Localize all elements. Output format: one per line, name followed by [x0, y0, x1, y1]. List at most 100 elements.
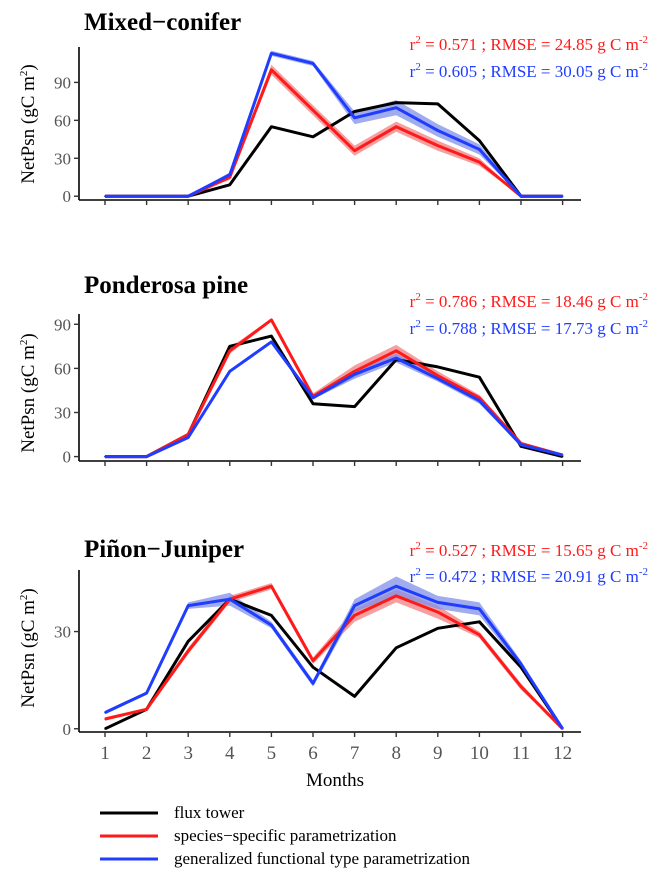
- data-point-flux: [270, 125, 273, 128]
- data-point-flux: [395, 101, 398, 104]
- data-point-generalized: [229, 598, 231, 600]
- x-tick-label: 11: [512, 743, 530, 764]
- panel-title: Ponderosa pine: [84, 272, 248, 299]
- data-point-species: [395, 595, 398, 597]
- panel-title: Piñon−Juniper: [84, 536, 244, 563]
- x-tick-label: 4: [225, 743, 235, 764]
- x-tick-label: 7: [350, 743, 360, 764]
- data-point-generalized: [478, 399, 481, 402]
- data-point-species: [229, 350, 231, 352]
- data-point-generalized: [395, 585, 398, 587]
- fit-stats-1: r2 = 0.527 ; RMSE = 15.65 g C m-2: [410, 540, 648, 560]
- data-point-generalized: [353, 373, 356, 376]
- data-point-flux: [229, 345, 231, 348]
- data-point-generalized: [395, 357, 398, 359]
- data-point-generalized: [561, 195, 564, 197]
- fit-stats-1: r2 = 0.786 ; RMSE = 18.46 g C m-2: [410, 291, 648, 311]
- data-point-generalized: [104, 195, 106, 197]
- data-point-species: [395, 350, 398, 352]
- data-point-generalized: [270, 341, 273, 343]
- data-point-generalized: [187, 436, 189, 439]
- data-point-species: [395, 125, 398, 128]
- data-point-generalized: [520, 663, 522, 665]
- data-point-species: [353, 614, 356, 617]
- y-tick-label: 0: [63, 720, 72, 739]
- data-point-flux: [395, 647, 398, 649]
- data-point-generalized: [561, 454, 564, 456]
- data-point-species: [187, 650, 189, 652]
- x-tick-label: 6: [308, 743, 318, 764]
- data-point-generalized: [561, 728, 564, 730]
- legend-item: flux tower: [100, 803, 245, 822]
- chart-panel-3: Piñon−Juniper r2 = 0.527 ; RMSE = 15.65 g…: [18, 536, 648, 764]
- legend-item: species−specific parametrization: [100, 826, 397, 845]
- band-species: [105, 583, 563, 729]
- fit-stats-1: r2 = 0.571 ; RMSE = 24.85 g C m-2: [410, 34, 648, 54]
- y-tick-label: 60: [54, 111, 71, 130]
- data-point-generalized: [187, 195, 189, 197]
- data-point-species: [312, 109, 314, 111]
- data-point-generalized: [478, 148, 481, 151]
- fit-stats-2: r2 = 0.788 ; RMSE = 17.73 g C m-2: [410, 318, 648, 338]
- data-point-generalized: [312, 397, 314, 399]
- y-tick-label: 30: [54, 623, 71, 642]
- x-tick-label: 10: [470, 743, 489, 764]
- data-point-generalized: [437, 377, 439, 380]
- data-point-species: [104, 718, 106, 720]
- data-point-generalized: [478, 608, 481, 610]
- x-tick-label: 3: [183, 743, 193, 764]
- data-point-flux: [104, 728, 106, 730]
- y-tick-label: 0: [63, 187, 72, 206]
- data-point-generalized: [520, 195, 522, 197]
- data-point-generalized: [270, 52, 273, 55]
- data-point-species: [353, 370, 356, 373]
- data-point-flux: [270, 335, 273, 337]
- data-point-species: [270, 69, 273, 71]
- data-point-flux: [353, 110, 356, 113]
- x-tick-label: 9: [433, 743, 443, 764]
- data-point-flux: [312, 136, 314, 138]
- data-point-generalized: [145, 455, 148, 458]
- y-tick-label: 90: [54, 73, 71, 92]
- data-point-generalized: [104, 455, 106, 458]
- data-point-species: [478, 397, 481, 399]
- data-point-flux: [437, 366, 439, 368]
- data-point-generalized: [437, 601, 439, 604]
- data-point-generalized: [312, 682, 314, 685]
- legend-label: species−specific parametrization: [174, 826, 397, 845]
- data-point-species: [478, 634, 481, 636]
- data-point-species: [229, 176, 231, 178]
- data-point-generalized: [395, 106, 398, 109]
- series-line-species: [104, 584, 564, 730]
- y-axis-label: NetPsn (gC m2): [18, 588, 39, 708]
- series-line-flux: [105, 334, 563, 459]
- data-point-flux: [312, 666, 314, 668]
- data-point-generalized: [437, 129, 439, 132]
- data-point-flux: [270, 614, 273, 617]
- data-point-flux: [353, 405, 356, 408]
- data-point-flux: [437, 103, 439, 105]
- data-point-species: [145, 708, 148, 711]
- series-line-flux: [104, 597, 564, 731]
- legend-label: flux tower: [174, 803, 245, 822]
- x-axis-label: Months: [306, 770, 364, 791]
- data-point-generalized: [229, 370, 231, 373]
- data-point-species: [270, 319, 273, 321]
- x-tick-label: 5: [267, 743, 277, 764]
- series-line-flux: [105, 101, 563, 198]
- y-tick-label: 90: [54, 315, 71, 334]
- data-point-flux: [478, 376, 481, 379]
- data-point-generalized: [520, 444, 522, 446]
- y-tick-label: 0: [63, 448, 72, 467]
- series-line-generalized: [105, 340, 563, 459]
- data-point-generalized: [229, 173, 231, 176]
- legend: flux tower species−specific parametrizati…: [100, 803, 470, 868]
- data-point-species: [270, 585, 273, 587]
- legend-label: generalized functional type parametrizat…: [174, 849, 470, 868]
- data-point-flux: [312, 402, 314, 405]
- data-point-species: [353, 149, 356, 152]
- data-point-generalized: [312, 62, 314, 65]
- legend-item: generalized functional type parametrizat…: [100, 849, 470, 868]
- data-point-flux: [187, 640, 189, 643]
- data-point-generalized: [187, 604, 189, 607]
